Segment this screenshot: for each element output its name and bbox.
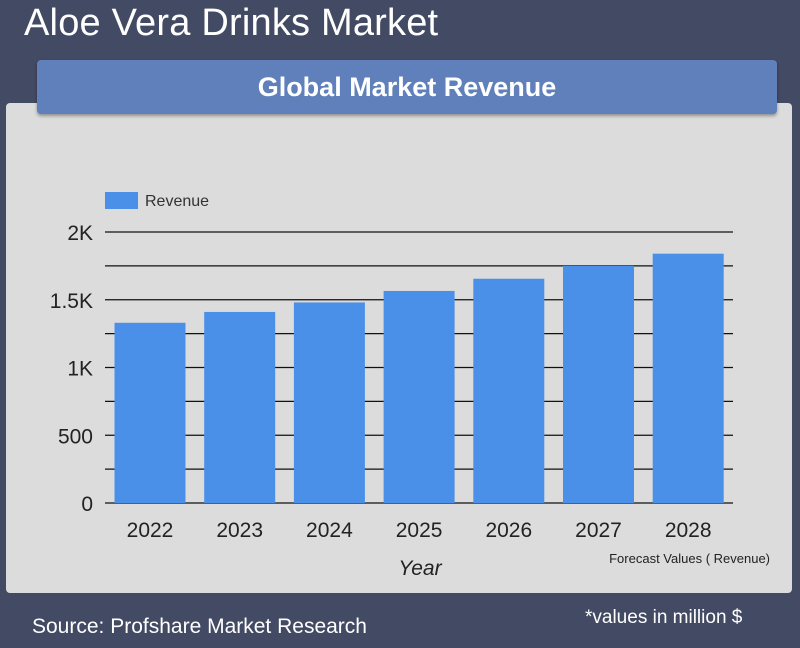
legend-label: Revenue xyxy=(145,193,209,210)
chart-banner-title: Global Market Revenue xyxy=(37,60,777,114)
x-tick-label: 2024 xyxy=(306,519,353,542)
x-axis-ticks: 2022 2023 2024 2025 2026 2027 2028 xyxy=(127,519,712,542)
source-note: Source: Profshare Market Research xyxy=(32,615,367,638)
y-tick-label: 1K xyxy=(67,358,93,381)
bar-2023 xyxy=(204,311,276,503)
x-tick-label: 2028 xyxy=(665,519,712,542)
bar-2027 xyxy=(563,265,634,503)
units-note: *values in million $ xyxy=(585,607,743,628)
y-tick-label: 500 xyxy=(58,425,93,448)
y-axis-ticks: 0 500 1K 1.5K 2K xyxy=(50,222,93,516)
x-tick-label: 2023 xyxy=(216,519,263,542)
y-tick-label: 0 xyxy=(81,493,93,516)
page-title: Aloe Vera Drinks Market xyxy=(24,2,439,44)
x-tick-label: 2022 xyxy=(127,519,174,542)
x-tick-label: 2026 xyxy=(485,519,532,542)
y-tick-label: 1.5K xyxy=(50,290,93,313)
forecast-annotation: Forecast Values ( Revenue) xyxy=(609,551,770,566)
x-tick-label: 2025 xyxy=(396,519,443,542)
bar-2028 xyxy=(652,253,724,503)
x-axis-label: Year xyxy=(398,557,442,580)
bar-2025 xyxy=(383,290,455,503)
bars xyxy=(114,253,724,503)
bar-2026 xyxy=(473,278,545,503)
y-tick-label: 2K xyxy=(67,222,93,245)
bar-2024 xyxy=(293,302,365,503)
legend-swatch xyxy=(105,192,138,209)
bar-2022 xyxy=(114,322,186,503)
x-tick-label: 2027 xyxy=(575,519,622,542)
